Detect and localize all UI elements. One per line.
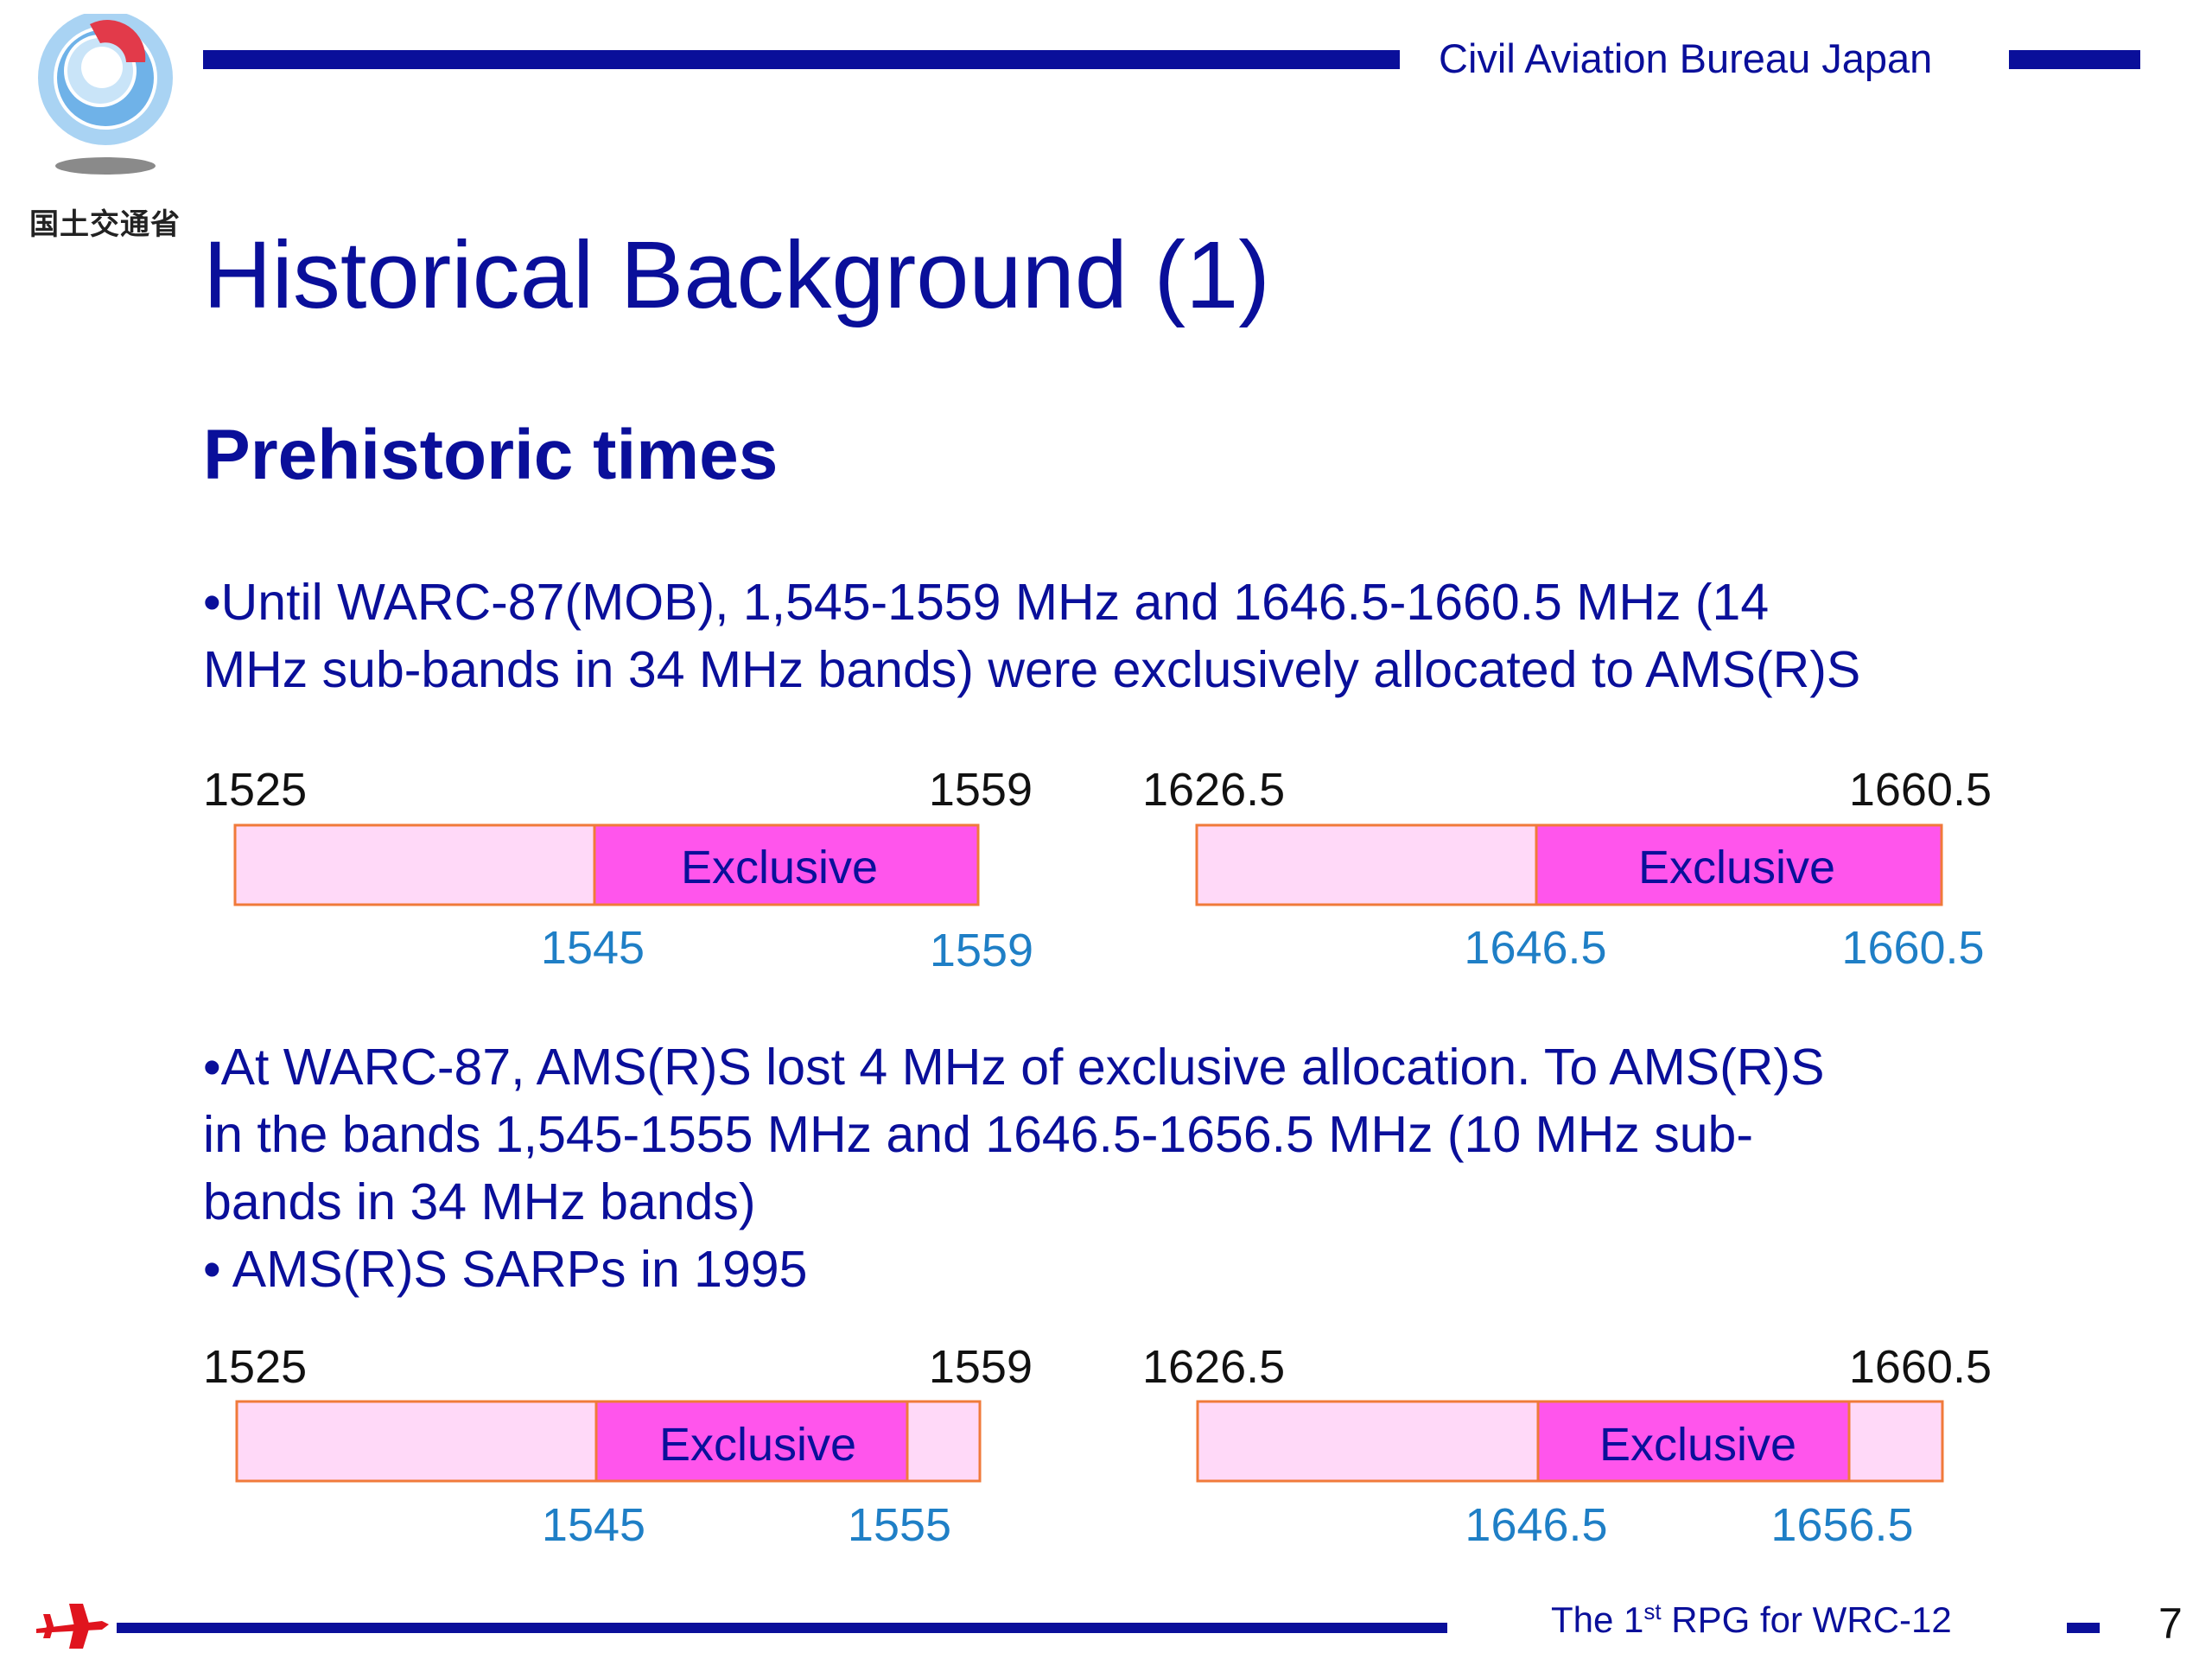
exclusive-segment [1535, 823, 1943, 906]
footer-rule-left [117, 1623, 1447, 1633]
exclusive-label: Exclusive [659, 1419, 856, 1471]
paragraph-line: •At WARC-87, AMS(R)S lost 4 MHz of exclu… [203, 1039, 1825, 1096]
ministry-logo [38, 14, 173, 175]
exclusive-end-label: 1660.5 [1841, 922, 1984, 974]
exclusive-start-label: 1646.5 [1464, 922, 1606, 974]
band-diagram-before-high: 1626.5 1660.5 Exclusive 1646.5 1660.5 [1142, 764, 1992, 974]
band-range-end-label: 1660.5 [1849, 1341, 1992, 1393]
footer-rule-right [2067, 1623, 2100, 1633]
header-rule-right [2009, 50, 2140, 69]
paragraph-line: •Until WARC-87(MOB), 1,545-1559 MHz and … [203, 574, 1770, 631]
exclusive-end-label: 1656.5 [1770, 1499, 1913, 1551]
slide-title: Historical Background (1) [203, 222, 1270, 328]
page-number: 7 [2158, 1599, 2183, 1648]
bullet-paragraph-2: •At WARC-87, AMS(R)S lost 4 MHz of exclu… [203, 1033, 2035, 1303]
band-diagram-after-low: 1525 1559 Exclusive 1545 1555 [203, 1341, 1033, 1551]
exclusive-end-label: 1555 [848, 1499, 951, 1551]
band-range-start-label: 1626.5 [1142, 764, 1285, 816]
paragraph-line: MHz sub-bands in 34 MHz bands) were excl… [203, 641, 1861, 698]
band-range-start-label: 1525 [203, 1341, 307, 1393]
bullet-paragraph-1: •Until WARC-87(MOB), 1,545-1559 MHz and … [203, 569, 2035, 703]
organization-name: Civil Aviation Bureau Japan [1439, 35, 1933, 81]
exclusive-start-label: 1545 [542, 1499, 645, 1551]
paragraph-line: in the bands 1,545-1555 MHz and 1646.5-1… [203, 1106, 1753, 1163]
footer-text-suffix: RPG for WRC-12 [1661, 1599, 1952, 1640]
exclusive-segment [593, 823, 980, 906]
band-range-end-label: 1559 [929, 1341, 1033, 1393]
exclusive-label: Exclusive [1599, 1419, 1796, 1471]
band-range-start-label: 1525 [203, 764, 307, 816]
footer-meeting-label: The 1st RPG for WRC-12 [1551, 1599, 1952, 1641]
exclusive-start-label: 1646.5 [1465, 1499, 1607, 1551]
band-bar [235, 1400, 982, 1483]
band-bar [1195, 823, 1943, 906]
exclusive-start-label: 1545 [541, 922, 645, 974]
slide-subtitle: Prehistoric times [203, 416, 779, 494]
exclusive-label: Exclusive [681, 842, 878, 893]
paragraph-line: • AMS(R)S SARPs in 1995 [203, 1241, 808, 1298]
band-range-end-label: 1660.5 [1849, 764, 1992, 816]
airplane-icon [36, 1604, 109, 1649]
footer-text-prefix: The 1 [1551, 1599, 1644, 1640]
paragraph-line: bands in 34 MHz bands) [203, 1173, 756, 1230]
band-bar [1196, 1400, 1944, 1483]
band-bar [233, 823, 980, 906]
band-range-end-label: 1559 [929, 764, 1033, 816]
band-range-start-label: 1626.5 [1142, 1341, 1285, 1393]
logo-caption: 国土交通省 [29, 208, 181, 241]
exclusive-segment [1536, 1400, 1851, 1483]
exclusive-label: Exclusive [1638, 842, 1835, 893]
header-rule-left [203, 50, 1400, 69]
band-diagram-before-low: 1525 1559 Exclusive 1545 1559 [203, 764, 1033, 976]
exclusive-segment [594, 1400, 909, 1483]
footer-text-superscript: st [1643, 1599, 1662, 1624]
band-diagram-after-high: 1626.5 1660.5 Exclusive 1646.5 1656.5 [1142, 1341, 1992, 1551]
exclusive-end-label: 1559 [930, 925, 1033, 976]
